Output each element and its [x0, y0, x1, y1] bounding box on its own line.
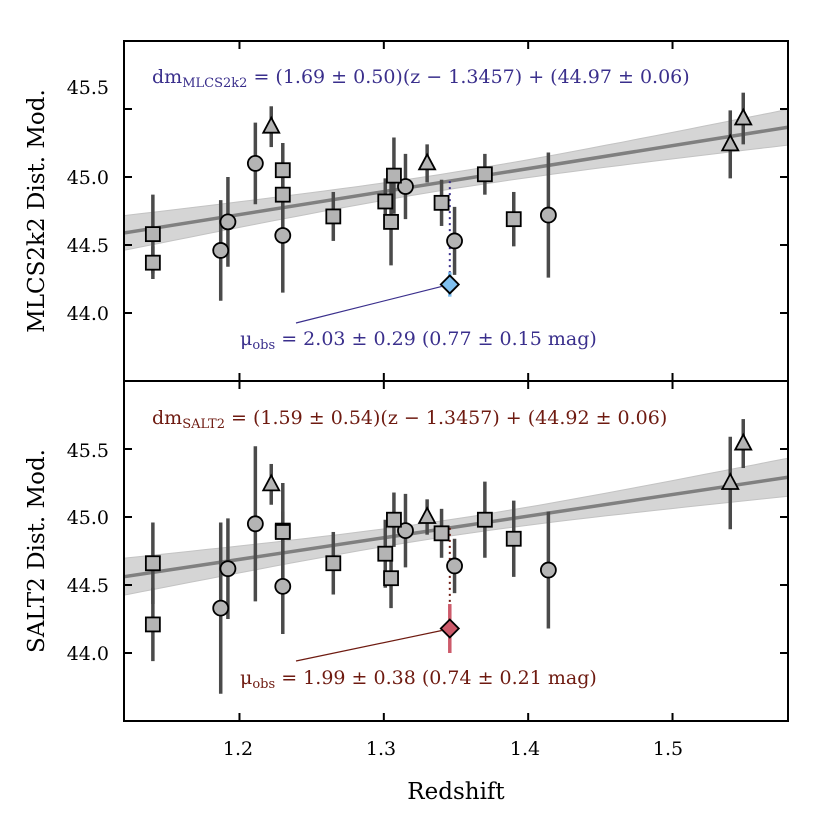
top-circle-point — [246, 154, 264, 172]
bottom-y-tick-label: 45.5 — [67, 440, 109, 462]
bottom-circle-point — [539, 561, 557, 579]
top-square-point — [433, 194, 450, 211]
x-tick-label: 1.2 — [223, 738, 253, 760]
x-tick-label: 1.5 — [653, 738, 683, 760]
x-tick-label: 1.4 — [510, 738, 540, 760]
bottom-fit-line — [123, 475, 789, 579]
bottom-y-tick-label: 44.5 — [67, 575, 109, 597]
bottom-square-point — [505, 530, 522, 547]
top-y-tick-label: 45.5 — [67, 77, 109, 99]
top-square-point — [383, 213, 399, 230]
bottom-circle-point — [446, 557, 463, 575]
bottom-triangle-point — [733, 432, 753, 451]
top-highlight-diamond — [439, 274, 461, 295]
bottom-circle-point — [219, 560, 237, 578]
bottom-square-point — [386, 511, 402, 528]
top-obs-annotation: μobs = 2.03 ± 0.29 (0.77 ± 0.15 mag) — [240, 328, 597, 353]
bottom-square-point — [144, 616, 161, 633]
bottom-square-point — [377, 545, 394, 562]
top-square-point — [377, 193, 394, 210]
bottom-square-point — [144, 555, 161, 572]
top-square-point — [274, 186, 291, 203]
top-y-tick-label: 45.0 — [67, 167, 109, 189]
top-fit-line — [123, 125, 789, 235]
bottom-square-point — [274, 524, 291, 540]
top-triangle-point — [720, 133, 740, 152]
bottom-triangle-point — [261, 473, 281, 492]
bottom-circle-point — [246, 515, 264, 533]
bottom-triangle-point — [417, 506, 437, 524]
top-circle-point — [446, 232, 463, 250]
bottom-y-axis-label: SALT2 Dist. Mod. — [24, 449, 50, 653]
top-panel: dmMLCS2k2 = (1.69 ± 0.50)(z − 1.3457) + … — [24, 40, 789, 382]
x-axis-label: Redshift — [407, 779, 505, 805]
top-square-point — [476, 166, 493, 183]
top-circle-point — [212, 242, 230, 259]
bottom-highlight-diamond — [439, 618, 461, 639]
bottom-triangle-point — [720, 472, 740, 490]
top-square-point — [144, 226, 161, 243]
bottom-panel: dmSALT2 = (1.59 ± 0.54)(z − 1.3457) + (4… — [24, 380, 789, 805]
bottom-square-point — [383, 570, 399, 587]
top-square-point — [144, 254, 161, 271]
x-tick-label: 1.3 — [366, 738, 396, 760]
top-circle-point — [539, 206, 557, 224]
bottom-y-tick-label: 45.0 — [67, 507, 109, 529]
top-square-point — [505, 211, 522, 228]
bottom-obs-annotation: μobs = 1.99 ± 0.38 (0.74 ± 0.21 mag) — [240, 667, 597, 692]
bottom-fit-equation: dmSALT2 = (1.59 ± 0.54)(z − 1.3457) + (4… — [152, 407, 667, 432]
top-fit-equation: dmMLCS2k2 = (1.69 ± 0.50)(z − 1.3457) + … — [152, 66, 690, 91]
top-square-point — [325, 208, 342, 225]
bottom-circle-point — [212, 599, 230, 617]
bottom-square-point — [325, 555, 342, 572]
bottom-panel-frame — [123, 380, 789, 722]
bottom-y-tick-label: 44.0 — [67, 643, 109, 665]
top-y-tick-label: 44.0 — [67, 303, 109, 325]
top-square-point — [274, 162, 291, 179]
top-triangle-point — [417, 152, 437, 171]
bottom-annotation-leader — [295, 629, 442, 662]
top-triangle-point — [733, 107, 753, 126]
bottom-square-point — [476, 511, 493, 528]
top-circle-point — [274, 227, 292, 244]
bottom-circle-point — [274, 577, 292, 595]
top-annotation-leader — [295, 285, 442, 324]
bottom-square-point — [433, 525, 450, 542]
top-circle-point — [219, 213, 237, 231]
top-triangle-point — [261, 115, 281, 134]
top-y-axis-label: MLCS2k2 Dist. Mod. — [24, 89, 50, 333]
top-square-point — [386, 167, 402, 184]
top-y-tick-label: 44.5 — [67, 235, 109, 257]
